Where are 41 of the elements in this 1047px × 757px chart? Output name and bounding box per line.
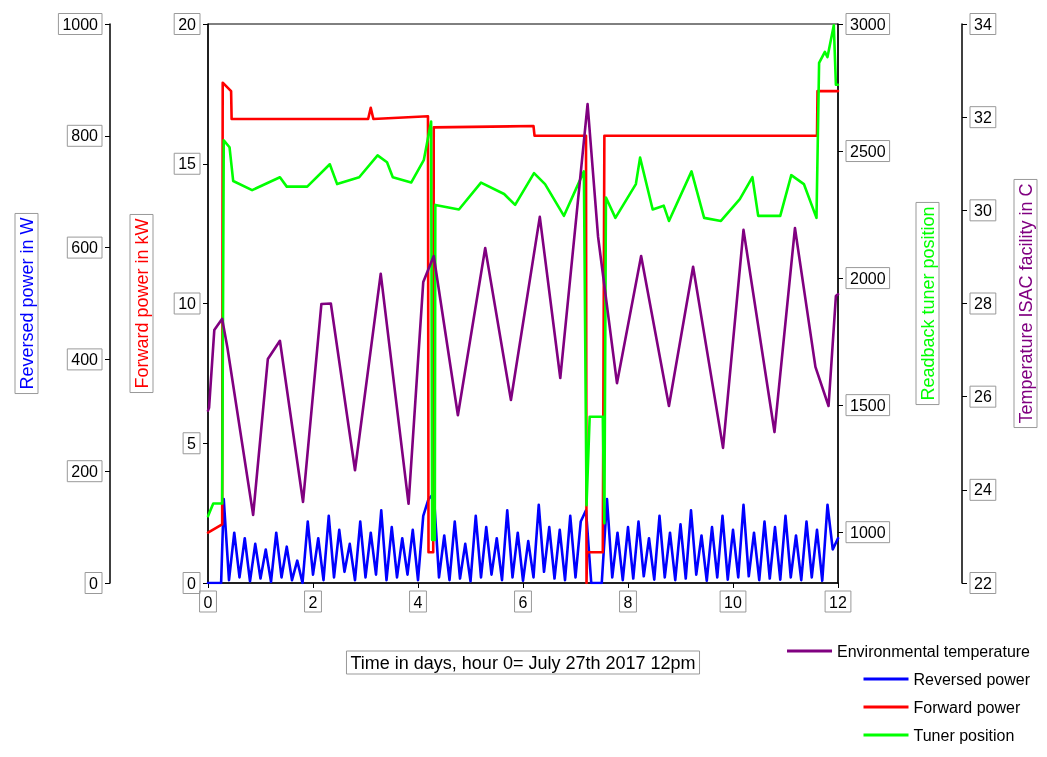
y3-tick-label: 1000	[62, 15, 99, 33]
y3-axis-title: Reversed power in W	[17, 217, 37, 390]
x-tick-label: 4	[413, 593, 423, 611]
y2-tick-label: 2500	[850, 142, 886, 160]
y2-tick-label: 26	[974, 388, 992, 406]
legend-label: Tuner position	[913, 726, 1015, 744]
y2-tick-label: 32	[974, 108, 992, 126]
x-tick-label: 8	[623, 593, 633, 611]
y-tick-label: 10	[178, 295, 197, 312]
y-axis-title: Forward power in kW	[132, 218, 152, 389]
y2-tick-label: 30	[974, 201, 992, 219]
x-axis-title: Time in days, hour 0= July 27th 2017 12pm	[350, 653, 696, 673]
y-tick-label: 15	[178, 155, 197, 173]
y3-tick-label: 0	[89, 574, 99, 592]
y2-axis-title: Temperature ISAC facility in C	[1016, 183, 1036, 424]
y2-tick-label: 1500	[850, 396, 886, 414]
x-tick-label: 10	[724, 593, 742, 611]
line-series	[206, 23, 840, 542]
x-tick-label: 12	[829, 593, 847, 611]
y2-tick-label: 34	[974, 15, 992, 33]
legend-label: Forward power	[913, 698, 1021, 716]
y3-tick-label: 200	[71, 462, 99, 480]
y3-tick-label: 600	[71, 239, 99, 257]
legend-label: Environmental temperature	[837, 642, 1031, 660]
y2-tick-label: 28	[974, 295, 992, 312]
y-tick-label: 20	[178, 15, 197, 33]
y2-tick-label: 2000	[850, 269, 886, 287]
y3-tick-label: 800	[71, 127, 99, 145]
y-tick-label: 5	[187, 434, 197, 452]
x-tick-label: 6	[518, 593, 528, 611]
y3-tick-label: 400	[71, 350, 99, 368]
y-tick-label: 0	[187, 574, 197, 592]
y2-axis-title: Readback tuner position	[918, 206, 938, 401]
y2-tick-label: 22	[974, 574, 992, 592]
x-tick-label: 0	[203, 593, 213, 611]
y2-tick-label: 3000	[850, 15, 886, 33]
line-series	[206, 102, 840, 517]
y2-tick-label: 1000	[850, 523, 886, 541]
x-tick-label: 2	[308, 593, 318, 611]
legend-label: Reversed power	[913, 670, 1031, 688]
y2-tick-label: 24	[974, 481, 992, 499]
